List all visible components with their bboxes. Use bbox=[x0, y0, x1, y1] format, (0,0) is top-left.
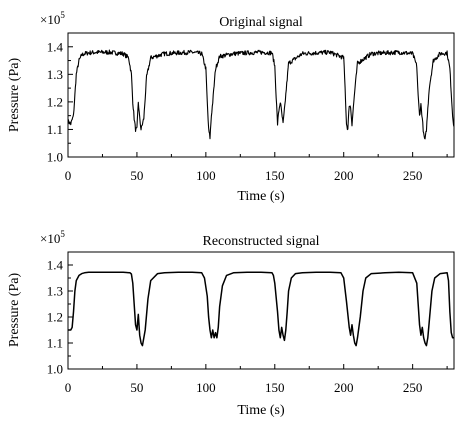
x-tick-label: 50 bbox=[130, 168, 143, 183]
y-tick-label: 1.0 bbox=[47, 362, 63, 377]
x-axis-ticks: 0 50 100 150 200 250 bbox=[65, 364, 448, 395]
y-axis-ticks: 1.0 1.1 1.2 1.3 1.4 bbox=[47, 39, 73, 165]
y-multiplier-base: ×10 bbox=[40, 12, 60, 27]
x-tick-label: 100 bbox=[196, 168, 216, 183]
x-tick-label: 200 bbox=[334, 168, 354, 183]
x-tick-label: 250 bbox=[403, 380, 423, 395]
x-tick-label: 100 bbox=[196, 380, 216, 395]
chart-original-signal: Original signal ×105 0 50 100 150 200 250 1.0… bbox=[7, 10, 455, 204]
y-tick-label: 1.4 bbox=[47, 258, 64, 273]
series bbox=[68, 271, 454, 347]
y-multiplier: ×105 bbox=[40, 229, 65, 246]
y-multiplier-base: ×10 bbox=[40, 231, 60, 246]
y-tick-label: 1.1 bbox=[47, 122, 63, 137]
x-tick-label: 250 bbox=[403, 168, 423, 183]
y-tick-label: 1.3 bbox=[47, 67, 63, 82]
y-multiplier-exp: 5 bbox=[60, 229, 65, 239]
y-tick-label: 1.2 bbox=[47, 310, 63, 325]
series bbox=[67, 49, 455, 140]
chart-title: Original signal bbox=[219, 15, 303, 30]
x-tick-label: 0 bbox=[65, 168, 72, 183]
chart-reconstructed-signal: Reconstructed signal ×105 0 50 100 150 200 25… bbox=[7, 229, 455, 418]
y-axis-label: Pressure (Pa) bbox=[7, 273, 22, 348]
plot-frame bbox=[67, 32, 455, 158]
x-tick-label: 150 bbox=[265, 168, 285, 183]
x-tick-label: 200 bbox=[334, 380, 354, 395]
x-tick-label: 0 bbox=[65, 380, 72, 395]
y-multiplier: ×105 bbox=[40, 10, 65, 27]
y-axis-label: Pressure (Pa) bbox=[7, 58, 22, 133]
y-tick-label: 1.3 bbox=[47, 284, 63, 299]
x-axis-label: Time (s) bbox=[237, 403, 285, 418]
x-axis-ticks: 0 50 100 150 200 250 bbox=[65, 152, 448, 183]
plot-frame bbox=[67, 251, 455, 370]
x-tick-label: 150 bbox=[265, 380, 285, 395]
chart-title: Reconstructed signal bbox=[202, 234, 319, 249]
y-tick-label: 1.1 bbox=[47, 336, 63, 351]
y-axis-ticks: 1.0 1.1 1.2 1.3 1.4 bbox=[47, 258, 73, 377]
x-tick-label: 50 bbox=[130, 380, 143, 395]
y-tick-label: 1.4 bbox=[47, 39, 64, 54]
y-multiplier-exp: 5 bbox=[60, 10, 65, 20]
series-line bbox=[67, 49, 455, 140]
series-line bbox=[68, 271, 454, 347]
x-axis-label: Time (s) bbox=[237, 189, 285, 204]
y-tick-label: 1.2 bbox=[47, 94, 63, 109]
y-tick-label: 1.0 bbox=[47, 150, 63, 165]
